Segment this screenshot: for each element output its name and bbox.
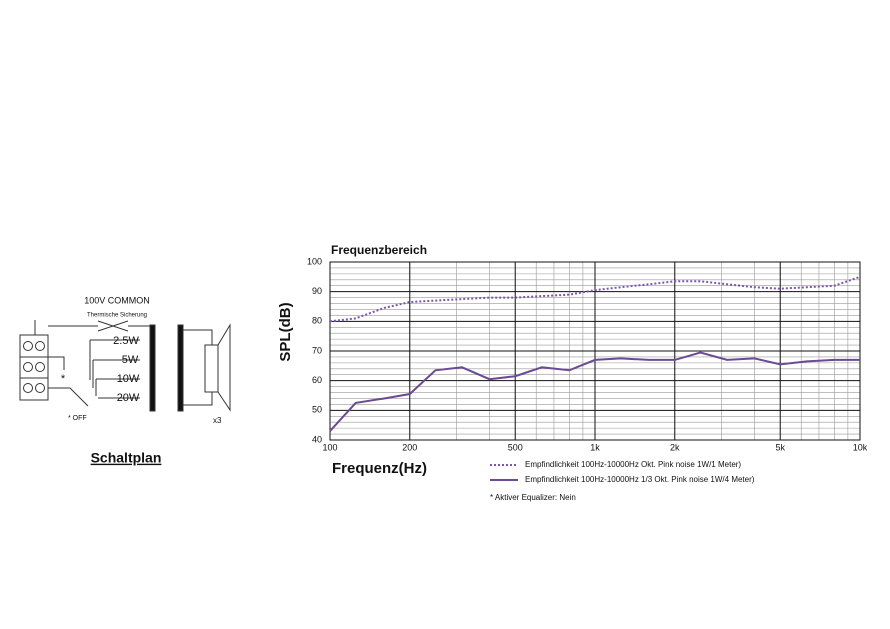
wiring [34,320,152,407]
schematic: 100V COMMON Thermische Sicherung 2.5W 5W… [19,295,231,466]
marker: * [61,373,66,385]
off-label: * OFF [68,415,87,422]
wiring [183,329,213,406]
common-label: 100V COMMON [84,295,150,305]
transformer-core [177,324,184,412]
legend-label: Empfindlichkeit 100Hz-10000Hz Okt. Pink … [525,460,741,469]
tap-label: 10W [117,373,140,385]
plot-frame [329,261,861,441]
y-tick-label: 70 [312,345,322,355]
y-tick-label: 40 [312,434,322,444]
note: * Aktiver Equalizer: Nein [490,493,576,502]
y-tick-label: 50 [312,405,322,415]
x-tick-label: 500 [508,442,523,452]
screw [23,383,33,393]
tap-label: 5W [122,354,139,366]
screw [35,383,45,393]
terminal-block [19,334,49,401]
fuse-label: Thermische Sicherung [87,313,147,319]
y-tick-label: 60 [312,375,322,385]
y-tick-label: 100 [307,256,322,266]
series-line [329,351,860,432]
legend-label: Empfindlichkeit 100Hz-10000Hz 1/3 Okt. P… [525,475,755,484]
y-axis-label: SPL(dB) [277,302,294,361]
screw [35,362,45,372]
x-tick-label: 5k [775,442,785,452]
x-tick-label: 2k [670,442,680,452]
series-line [329,275,861,323]
screw [23,341,33,351]
screw [23,362,33,372]
chart-title: Frequenzbereich [331,243,427,257]
tap-label: 2.5W [113,335,139,347]
schematic-title: Schaltplan [91,450,162,466]
x-tick-label: 100 [322,442,337,452]
x-axis-label: Frequenz(Hz) [332,460,427,477]
y-tick-label: 90 [312,286,322,296]
tap-label: 20W [117,392,140,404]
screw [35,341,45,351]
speaker-symbol [204,323,231,412]
fuse-symbol [97,320,129,332]
y-tick-label: 80 [312,316,322,326]
x-tick-label: 200 [402,442,417,452]
x-tick-label: 10k [853,442,868,452]
transformer-core [149,324,156,412]
x-tick-label: 1k [590,442,600,452]
count-label: x3 [213,416,222,425]
